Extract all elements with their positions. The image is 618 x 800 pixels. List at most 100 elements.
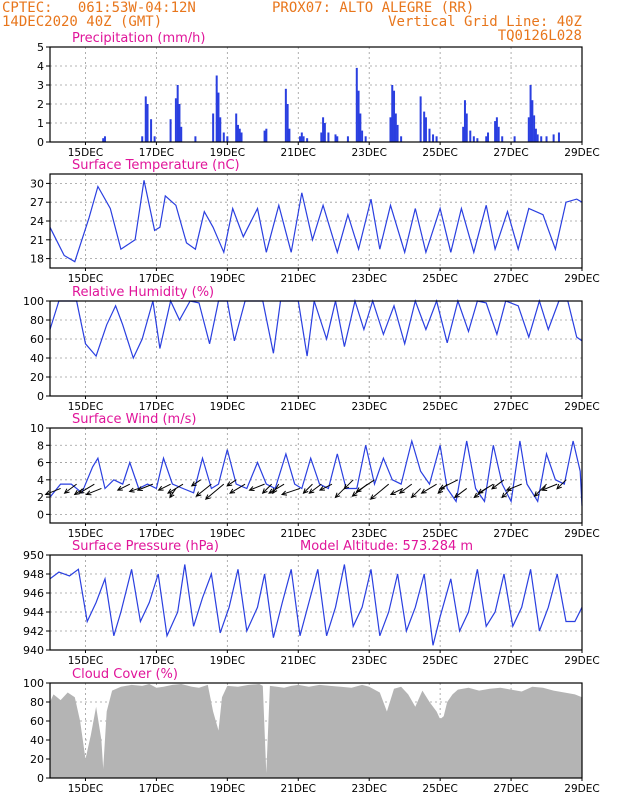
wind-arrow-shaft <box>129 487 139 492</box>
rh-xtick-label: 21DEC <box>281 401 316 413</box>
wind-title: Surface Wind (m/s) <box>72 412 196 427</box>
precip-bar <box>435 136 438 142</box>
precip-bar <box>485 136 488 142</box>
wind-xtick-label: 23DEC <box>351 528 386 540</box>
wind-arrow-shaft <box>454 488 468 498</box>
wind-arrow-head <box>398 488 405 494</box>
precip-bar <box>169 119 172 142</box>
precip-bar <box>238 128 241 142</box>
temp-frame <box>49 173 583 269</box>
wind-xtick-label: 17DEC <box>139 528 174 540</box>
wind-arrow-shaft <box>79 483 95 494</box>
precip-frame <box>49 46 583 143</box>
precip-title: Precipitation (mm/h) <box>72 31 205 46</box>
wind-arrow-head <box>453 492 460 499</box>
precip-bar <box>428 128 431 142</box>
precip-xtick-label: 27DEC <box>493 147 528 159</box>
wind-arrow-head <box>78 488 85 494</box>
wind-arrow-head <box>195 491 202 497</box>
rh-xtick-label: 19DEC <box>210 401 245 413</box>
wind-arrow-head <box>190 481 197 487</box>
wind-panel: 0 2 4 6 8 10 15DEC 17DEC 19DEC 21DEC 23DEC 25DEC 27D… <box>30 412 600 540</box>
precip-bar <box>146 104 149 142</box>
temp-xtick-label: 23DEC <box>351 273 386 285</box>
precip-bar <box>533 115 536 142</box>
wind-xtick-label: 25DEC <box>422 528 457 540</box>
precip-bar <box>359 113 362 142</box>
precip-bar <box>322 117 325 142</box>
precip-bar <box>513 136 516 142</box>
wind-arrow-head <box>248 486 255 491</box>
wind-arrow-shaft <box>534 483 547 497</box>
wind-arrow <box>410 488 421 499</box>
cloud-xtick-label: 23DEC <box>351 783 386 795</box>
wind-arrow <box>229 483 246 494</box>
temp-xtick-label: 21DEC <box>281 273 316 285</box>
pressure-ytick-label: 942 <box>23 625 44 638</box>
precip-bar <box>286 104 289 142</box>
wind-arrow <box>136 483 154 491</box>
wind-arrow <box>343 479 354 490</box>
wind-arrow <box>261 483 273 494</box>
precip-bar <box>527 117 530 142</box>
precip-bar <box>536 134 539 142</box>
temp-xtick-label: 15DEC <box>68 273 103 285</box>
wind-arrow-head <box>63 488 70 494</box>
rh-ytick-label: 40 <box>30 352 44 365</box>
wind-arrow-head <box>308 488 315 494</box>
precip-bar <box>501 136 504 142</box>
rh-line <box>49 298 583 360</box>
wind-arrow <box>505 483 522 491</box>
wind-arrow-shaft <box>64 483 77 494</box>
precip-bar <box>495 117 498 142</box>
wind-arrow-head <box>169 492 175 499</box>
precip-bar <box>226 136 229 142</box>
precip-bar <box>141 136 144 142</box>
cloud-ytick-label: 100 <box>23 677 44 690</box>
wind-arrow-shaft <box>281 487 301 495</box>
rh-xtick-label: 25DEC <box>422 401 457 413</box>
pressure-ytick-label: 950 <box>23 549 44 562</box>
precip-bar <box>476 138 479 142</box>
wind-arrow-shaft <box>137 483 154 491</box>
temp-ytick-label: 30 <box>30 177 44 190</box>
precip-bar <box>334 134 337 142</box>
cloud-xtick-label: 19DEC <box>210 783 245 795</box>
precip-xtick-label: 23DEC <box>351 147 386 159</box>
wind-arrow-head <box>302 488 309 494</box>
wind-arrow <box>226 479 237 487</box>
wind-arrow-head <box>343 483 350 490</box>
wind-arrow-shaft <box>191 479 202 487</box>
cloud-xtick-label: 21DEC <box>281 783 316 795</box>
wind-arrow <box>167 483 184 494</box>
pressure-xtick-label: 25DEC <box>422 655 457 667</box>
wind-arrow-shaft <box>370 483 390 500</box>
precip-bar <box>361 130 364 142</box>
precip-bar <box>235 113 238 142</box>
wind-arrow <box>355 479 375 493</box>
wind-arrow-shaft <box>390 488 404 495</box>
precip-panel: 0 1 2 3 4 5 15DEC 17DEC 19DEC 21DEC 23DEC 25DEC 27DE… <box>37 31 600 159</box>
header-grid-note: Vertical Grid Line: 40Z <box>388 14 582 30</box>
precip-bar <box>394 113 397 142</box>
pressure-extra-label: Model Altitude: 573.284 m <box>300 539 473 554</box>
wind-arrow <box>195 483 212 497</box>
wind-arrow <box>398 483 413 494</box>
wind-arrow <box>85 487 102 496</box>
precip-bar <box>545 136 548 142</box>
pressure-xtick-label: 15DEC <box>68 655 103 667</box>
wind-arrow <box>308 483 322 494</box>
wind-arrow-head <box>318 485 325 491</box>
wind-arrow-head <box>116 485 123 491</box>
precip-bar <box>432 134 435 142</box>
wind-arrow <box>280 487 301 496</box>
header-location: CPTEC: 061:53W-04:12N <box>2 0 196 16</box>
precip-bar <box>364 136 367 142</box>
wind-arrow <box>63 483 77 494</box>
precip-ytick-label: 5 <box>37 41 44 54</box>
precip-bar <box>469 130 472 142</box>
cloud-xtick-label: 27DEC <box>493 783 528 795</box>
precip-bar <box>355 67 358 142</box>
precip-ytick-label: 4 <box>37 60 44 73</box>
